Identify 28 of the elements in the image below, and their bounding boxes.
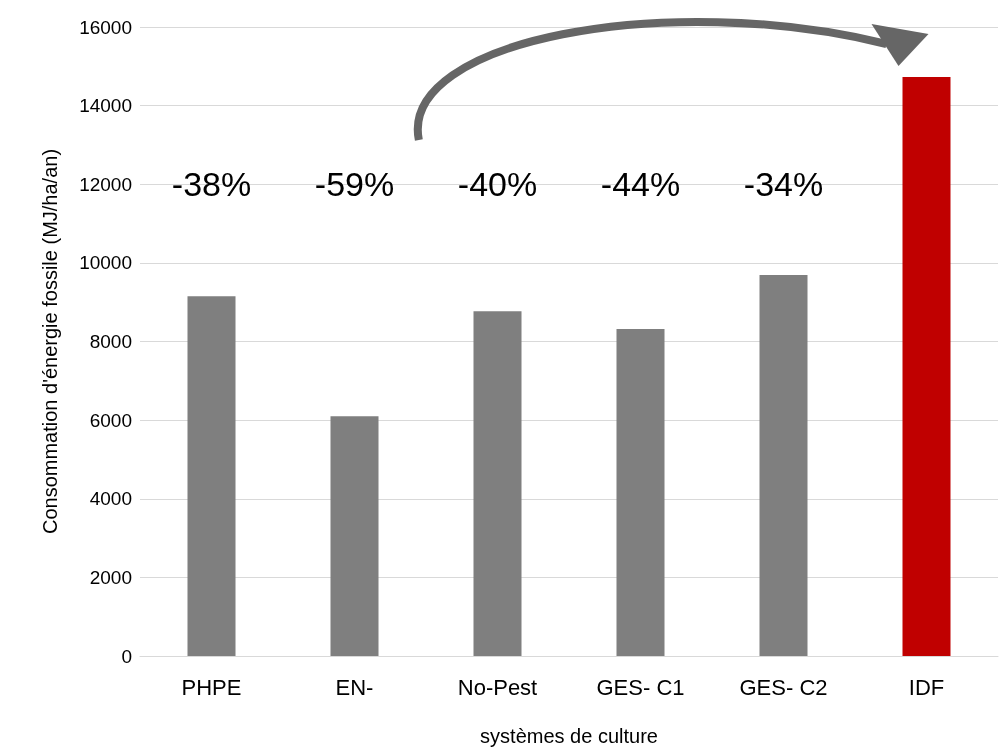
annotation: -44%: [600, 165, 681, 203]
bar: [616, 328, 665, 656]
bar: [187, 296, 236, 656]
y-tick-label: 14000: [79, 95, 132, 117]
bar: [330, 416, 379, 656]
y-tick-label: 16000: [79, 16, 132, 38]
y-tick-label: 2000: [89, 566, 132, 588]
y-axis-title: Consommation d'énergie fossile (MJ/ha/an): [39, 148, 61, 535]
x-tick-label: GES- C2: [739, 674, 828, 700]
x-tick-label: GES- C1: [596, 674, 685, 700]
x-tick-label: EN-: [335, 674, 374, 700]
y-tick-label: 8000: [89, 331, 132, 352]
annotation: -34%: [743, 165, 824, 203]
bar: [902, 76, 951, 656]
y-tick-label: 0: [121, 645, 132, 667]
annotation: -59%: [314, 165, 395, 203]
bar: [759, 275, 808, 656]
x-axis-title: systèmes de culture: [480, 725, 658, 747]
y-tick-label: 10000: [79, 252, 132, 274]
annotation: -38%: [171, 165, 252, 203]
y-tick-label: 12000: [79, 173, 132, 195]
y-tick-label: 6000: [89, 409, 132, 431]
x-tick-label: No-Pest: [457, 674, 538, 700]
annotation: -40%: [457, 165, 538, 203]
bar: [473, 311, 522, 656]
x-tick-label: PHPE: [181, 674, 242, 700]
x-tick-label: IDF: [908, 674, 945, 700]
y-tick-label: 4000: [89, 488, 132, 510]
